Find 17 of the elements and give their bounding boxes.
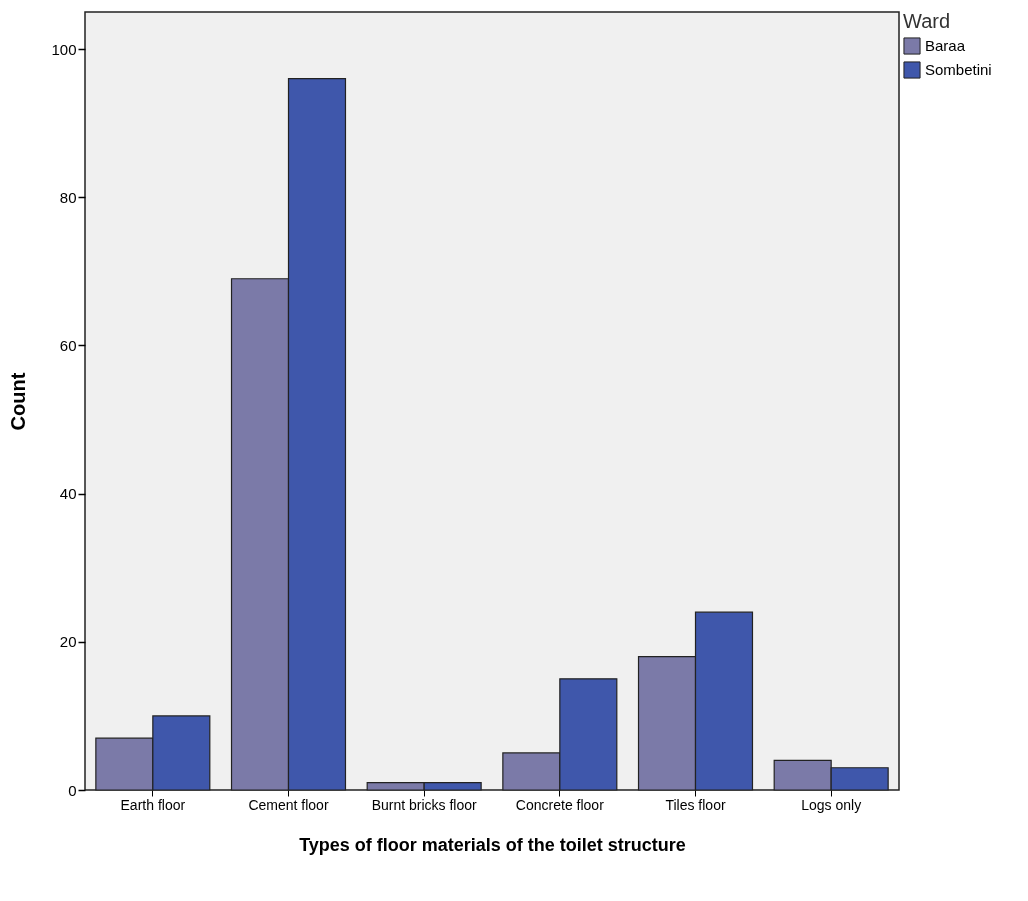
x-tick-label: Tiles floor <box>665 796 726 813</box>
y-axis-title: Count <box>7 372 30 431</box>
y-tick-label: 100 <box>51 40 77 58</box>
x-tick-label: Burnt bricks floor <box>371 796 478 813</box>
x-tick-label: Concrete floor <box>515 796 605 813</box>
y-tick-label: 60 <box>59 336 77 354</box>
y-tick-label: 80 <box>59 188 77 206</box>
y-tick-label: 40 <box>59 485 77 503</box>
x-axis-title: Types of floor materials of the toilet structure <box>299 834 686 855</box>
y-tick-label: 0 <box>68 781 77 799</box>
x-tick-label: Logs only <box>801 796 862 813</box>
y-tick-label: 20 <box>59 633 77 651</box>
x-tick-label: Earth floor <box>120 796 186 813</box>
x-tick-label: Cement floor <box>248 796 329 813</box>
legend-title: Ward <box>903 10 951 32</box>
legend-label: Sombetini <box>925 61 992 78</box>
legend-label: Baraa <box>925 37 966 54</box>
